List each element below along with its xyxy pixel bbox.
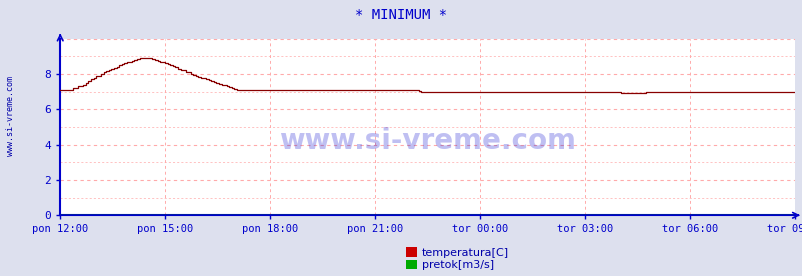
Legend: temperatura[C], pretok[m3/s]: temperatura[C], pretok[m3/s] [406, 247, 508, 270]
Text: www.si-vreme.com: www.si-vreme.com [6, 76, 15, 156]
Text: * MINIMUM *: * MINIMUM * [355, 8, 447, 22]
Text: www.si-vreme.com: www.si-vreme.com [279, 127, 575, 155]
